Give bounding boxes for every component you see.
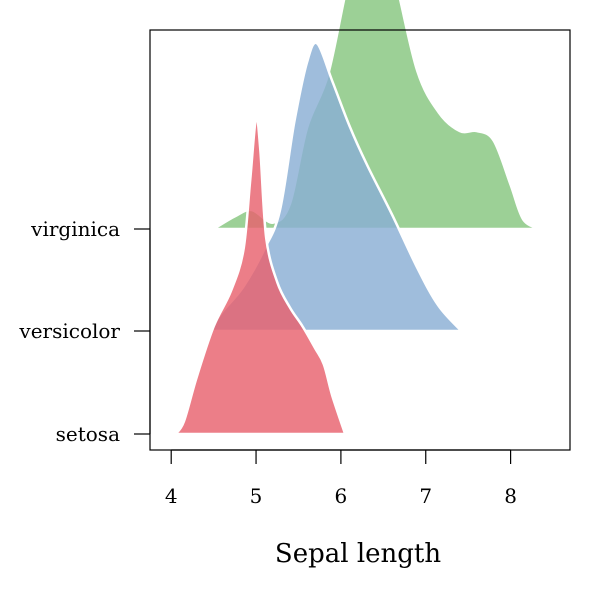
- x-tick-label-7: 7: [419, 484, 432, 508]
- x-tick-label-8: 8: [504, 484, 517, 508]
- ridge-setosa: [174, 115, 347, 436]
- y-axis: setosa versicolor virginica: [18, 217, 151, 446]
- x-axis: 4 5 6 7 8: [165, 449, 517, 508]
- density-ridges: [174, 0, 542, 436]
- x-tick-label-4: 4: [165, 484, 178, 508]
- x-tick-label-5: 5: [250, 484, 263, 508]
- x-tick-label-6: 6: [335, 484, 348, 508]
- y-tick-label-setosa: setosa: [56, 422, 120, 446]
- y-tick-label-virginica: virginica: [30, 217, 120, 241]
- y-tick-label-versicolor: versicolor: [18, 319, 120, 343]
- x-axis-title: Sepal length: [275, 539, 441, 569]
- ridge-virginica: [212, 0, 542, 231]
